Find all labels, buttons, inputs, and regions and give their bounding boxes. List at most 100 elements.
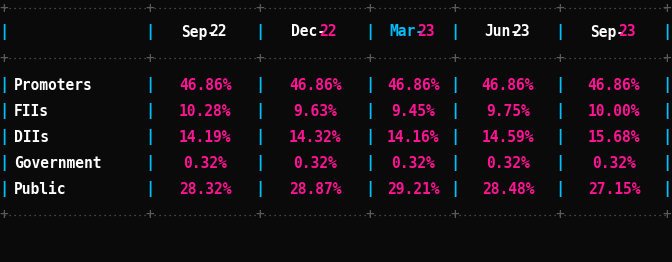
Text: +: + xyxy=(663,51,671,66)
Text: Government: Government xyxy=(14,156,101,171)
Text: +: + xyxy=(663,1,671,15)
Text: |: | xyxy=(145,77,155,93)
Text: 46.86%: 46.86% xyxy=(289,78,341,92)
Text: Public: Public xyxy=(14,182,67,196)
Text: +: + xyxy=(146,1,155,15)
Text: Jun-: Jun- xyxy=(484,25,519,40)
Text: 15.68%: 15.68% xyxy=(588,129,640,145)
Text: 0.32%: 0.32% xyxy=(293,156,337,171)
Text: 22: 22 xyxy=(319,25,337,40)
Text: |: | xyxy=(145,129,155,145)
Text: +: + xyxy=(451,51,460,66)
Text: +: + xyxy=(556,51,564,66)
Text: |: | xyxy=(255,24,265,40)
Text: 14.59%: 14.59% xyxy=(482,129,534,145)
Text: 0.32%: 0.32% xyxy=(391,156,435,171)
Text: 46.86%: 46.86% xyxy=(482,78,534,92)
Text: +: + xyxy=(255,51,264,66)
Text: |: | xyxy=(145,155,155,171)
Text: 22: 22 xyxy=(209,25,226,40)
Text: |: | xyxy=(255,103,265,119)
Text: |: | xyxy=(255,181,265,197)
Text: +: + xyxy=(146,51,155,66)
Text: 23: 23 xyxy=(512,25,530,40)
Text: 10.00%: 10.00% xyxy=(588,103,640,118)
Text: 10.28%: 10.28% xyxy=(179,103,231,118)
Text: 23: 23 xyxy=(618,25,636,40)
Text: |: | xyxy=(0,24,9,40)
Text: +: + xyxy=(451,208,460,222)
Text: |: | xyxy=(450,103,460,119)
Text: |: | xyxy=(663,24,671,40)
Text: 0.32%: 0.32% xyxy=(486,156,530,171)
Text: 9.45%: 9.45% xyxy=(391,103,435,118)
Text: |: | xyxy=(556,24,564,40)
Text: |: | xyxy=(0,129,9,145)
Text: 29.21%: 29.21% xyxy=(387,182,439,196)
Text: +: + xyxy=(0,1,8,15)
Text: Mar-: Mar- xyxy=(389,25,424,40)
Text: |: | xyxy=(450,155,460,171)
Text: +: + xyxy=(663,208,671,222)
Text: FIIs: FIIs xyxy=(14,103,49,118)
Text: |: | xyxy=(0,103,9,119)
Text: |: | xyxy=(556,129,564,145)
Text: 28.87%: 28.87% xyxy=(289,182,341,196)
Text: |: | xyxy=(663,103,671,119)
Text: |: | xyxy=(663,181,671,197)
Text: +: + xyxy=(366,51,374,66)
Text: |: | xyxy=(255,155,265,171)
Text: 14.16%: 14.16% xyxy=(387,129,439,145)
Text: +: + xyxy=(556,208,564,222)
Text: 0.32%: 0.32% xyxy=(592,156,636,171)
Text: 46.86%: 46.86% xyxy=(387,78,439,92)
Text: |: | xyxy=(366,77,374,93)
Text: |: | xyxy=(0,181,9,197)
Text: DIIs: DIIs xyxy=(14,129,49,145)
Text: |: | xyxy=(366,103,374,119)
Text: |: | xyxy=(450,181,460,197)
Text: 27.15%: 27.15% xyxy=(588,182,640,196)
Text: Promoters: Promoters xyxy=(14,78,93,92)
Text: 9.75%: 9.75% xyxy=(486,103,530,118)
Text: |: | xyxy=(366,181,374,197)
Text: |: | xyxy=(663,77,671,93)
Text: |: | xyxy=(556,181,564,197)
Text: |: | xyxy=(366,24,374,40)
Text: |: | xyxy=(663,155,671,171)
Text: 28.48%: 28.48% xyxy=(482,182,534,196)
Text: 0.32%: 0.32% xyxy=(183,156,227,171)
Text: |: | xyxy=(556,155,564,171)
Text: +: + xyxy=(0,51,8,66)
Text: |: | xyxy=(145,103,155,119)
Text: |: | xyxy=(255,77,265,93)
Text: 46.86%: 46.86% xyxy=(588,78,640,92)
Text: |: | xyxy=(0,155,9,171)
Text: +: + xyxy=(366,1,374,15)
Text: |: | xyxy=(255,129,265,145)
Text: 23: 23 xyxy=(417,25,435,40)
Text: +: + xyxy=(255,1,264,15)
Text: +: + xyxy=(366,208,374,222)
Text: 14.32%: 14.32% xyxy=(289,129,341,145)
Text: |: | xyxy=(450,77,460,93)
Text: |: | xyxy=(366,129,374,145)
Text: 28.32%: 28.32% xyxy=(179,182,231,196)
Text: Sep-: Sep- xyxy=(590,25,625,40)
Text: Sep-: Sep- xyxy=(181,25,216,40)
Text: 9.63%: 9.63% xyxy=(293,103,337,118)
Text: +: + xyxy=(556,1,564,15)
Text: 46.86%: 46.86% xyxy=(179,78,231,92)
Text: |: | xyxy=(663,129,671,145)
Text: Dec-: Dec- xyxy=(291,25,326,40)
Text: |: | xyxy=(145,181,155,197)
Text: +: + xyxy=(0,208,8,222)
Text: |: | xyxy=(556,103,564,119)
Text: |: | xyxy=(145,24,155,40)
Text: +: + xyxy=(255,208,264,222)
Text: |: | xyxy=(366,155,374,171)
Text: |: | xyxy=(556,77,564,93)
Text: |: | xyxy=(0,77,9,93)
Text: 14.19%: 14.19% xyxy=(179,129,231,145)
Text: |: | xyxy=(450,129,460,145)
